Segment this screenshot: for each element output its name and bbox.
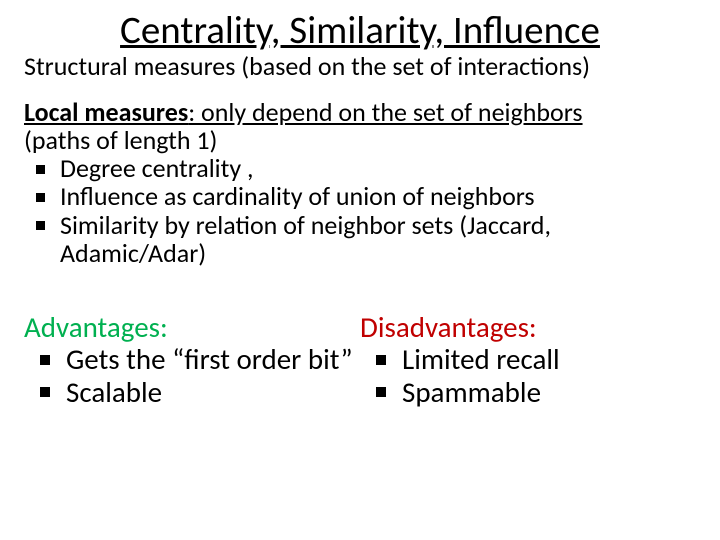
columns: Advantages: Gets the “first order bit” S… (24, 311, 696, 408)
local-measures-heading: Local measures: only depend on the set o… (24, 98, 696, 154)
disadvantages-heading: Disadvantages: (360, 311, 696, 343)
list-item: Limited recall (402, 343, 696, 375)
list-item: Influence as cardinality of union of nei… (60, 182, 696, 210)
list-item: Spammable (402, 376, 696, 408)
local-heading-rest: : only depend on the set of neighbors (188, 96, 582, 128)
disadvantages-column: Disadvantages: Limited recall Spammable (360, 311, 696, 408)
disadvantages-bullets: Limited recall Spammable (360, 343, 696, 408)
advantages-column: Advantages: Gets the “first order bit” S… (24, 311, 360, 408)
advantages-heading: Advantages: (24, 311, 360, 343)
local-bullets: Degree centrality , Influence as cardina… (24, 154, 696, 266)
slide-subtitle: Structural measures (based on the set of… (24, 53, 696, 80)
body-block: Local measures: only depend on the set o… (24, 98, 696, 266)
advantages-bullets: Gets the “first order bit” Scalable (24, 343, 360, 408)
list-item: Degree centrality , (60, 154, 696, 182)
slide: Centrality, Similarity, Influence Struct… (0, 0, 720, 540)
list-item: Gets the “first order bit” (66, 343, 360, 375)
slide-title: Centrality, Similarity, Influence (24, 10, 696, 53)
list-item: Scalable (66, 376, 360, 408)
list-item: Similarity by relation of neighbor sets … (60, 211, 696, 267)
